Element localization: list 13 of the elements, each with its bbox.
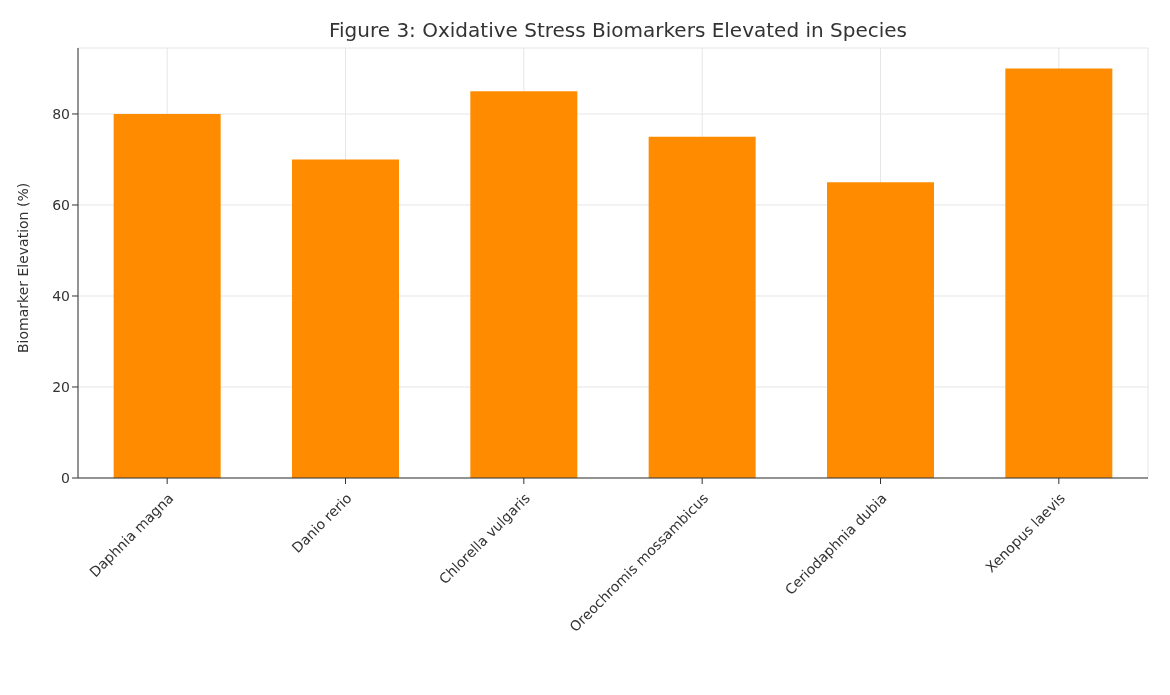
y-tick-label: 80 <box>52 105 70 122</box>
y-tick-label: 60 <box>52 196 70 213</box>
y-tick-label: 40 <box>52 287 70 304</box>
chart-title: Figure 3: Oxidative Stress Biomarkers Elevated in Species <box>327 18 908 42</box>
bar <box>113 113 221 478</box>
bar <box>827 182 934 478</box>
y-tick-label: 0 <box>61 469 70 486</box>
bar <box>292 159 399 478</box>
bar <box>470 91 578 478</box>
bar <box>648 136 756 478</box>
y-axis-title: Biomarker Elevation (%) <box>14 182 31 353</box>
bar <box>1005 68 1113 478</box>
y-tick-label: 20 <box>52 378 70 395</box>
